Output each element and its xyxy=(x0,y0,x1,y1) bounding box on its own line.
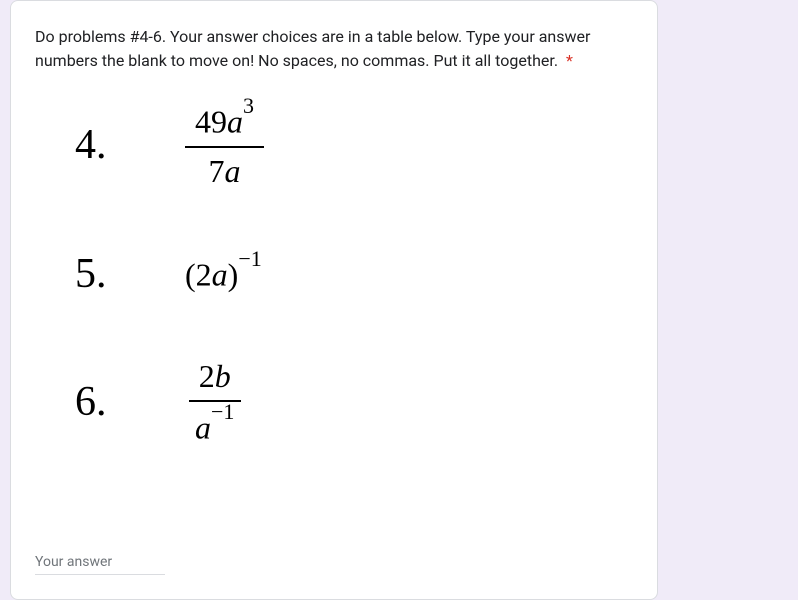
sidebar-background xyxy=(658,0,798,600)
question-label: Do problems #4-6. Your answer choices ar… xyxy=(35,27,590,70)
problem-number: 6. xyxy=(75,378,135,426)
required-asterisk: * xyxy=(566,51,573,70)
math-expression: 49a3 7a xyxy=(185,101,264,190)
question-text: Do problems #4-6. Your answer choices ar… xyxy=(35,25,633,73)
problem-number: 5. xyxy=(75,250,135,298)
problem-5: 5. (2a)−1 xyxy=(75,250,593,298)
form-card: Do problems #4-6. Your answer choices ar… xyxy=(10,0,658,600)
problem-4: 4. 49a3 7a xyxy=(75,101,593,190)
answer-input[interactable] xyxy=(35,550,165,575)
problems-container: 4. 49a3 7a 5. (2a)−1 6. xyxy=(35,81,633,550)
denominator: a−1 xyxy=(185,402,244,447)
problem-6: 6. 2b a−1 xyxy=(75,358,593,447)
fraction: 2b a−1 xyxy=(185,358,244,447)
fraction: 49a3 7a xyxy=(185,101,264,190)
math-expression: (2a)−1 xyxy=(185,254,262,294)
problem-number: 4. xyxy=(75,121,135,169)
numerator: 2b xyxy=(189,358,241,402)
denominator: 7a xyxy=(199,148,251,190)
numerator: 49a3 xyxy=(185,101,264,148)
math-expression: 2b a−1 xyxy=(185,358,244,447)
